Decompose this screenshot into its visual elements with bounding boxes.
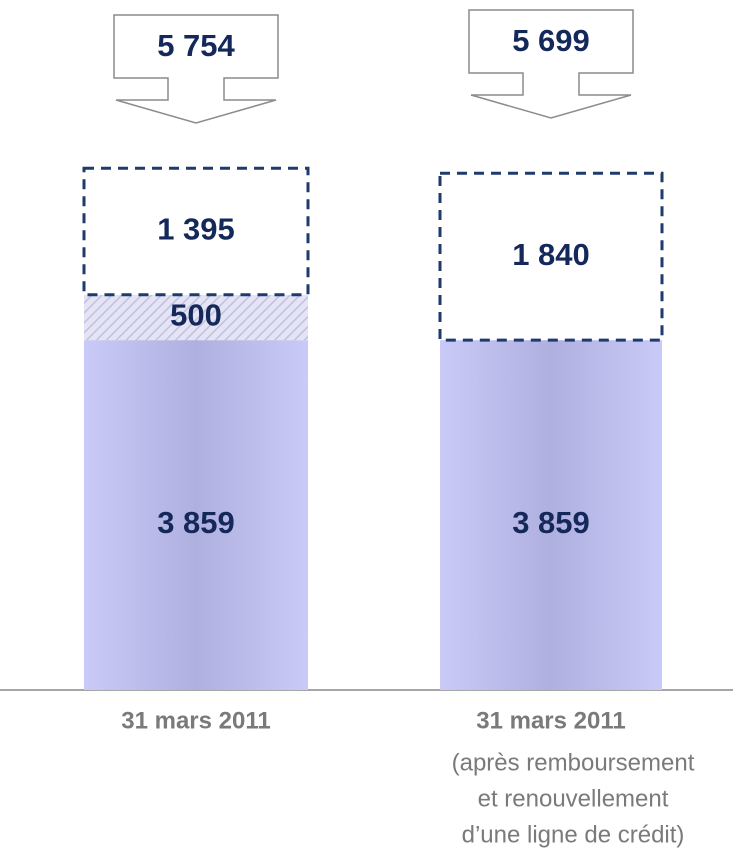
- bar-segment: [440, 340, 662, 690]
- x-sublabel: d’une ligne de crédit): [462, 821, 685, 848]
- total-label: 5 754: [157, 28, 235, 63]
- total-arrow: [468, 9, 634, 119]
- value-label: 3 859: [512, 505, 590, 540]
- total-arrow: [113, 14, 279, 124]
- total-label: 5 699: [512, 23, 590, 58]
- x-sublabel: (après remboursement: [452, 749, 695, 776]
- bar-segment: [438, 171, 664, 342]
- x-sublabel: et renouvellement: [478, 785, 669, 812]
- value-label: 500: [170, 298, 222, 333]
- bar-segment: [84, 340, 308, 690]
- bar-segment: [82, 166, 310, 297]
- value-label: 1 395: [157, 212, 235, 247]
- x-tick-label: 31 mars 2011: [476, 707, 625, 734]
- bar-segment: [84, 294, 308, 341]
- x-tick-label: 31 mars 2011: [121, 707, 270, 734]
- value-label: 1 840: [512, 237, 590, 272]
- value-label: 3 859: [157, 505, 235, 540]
